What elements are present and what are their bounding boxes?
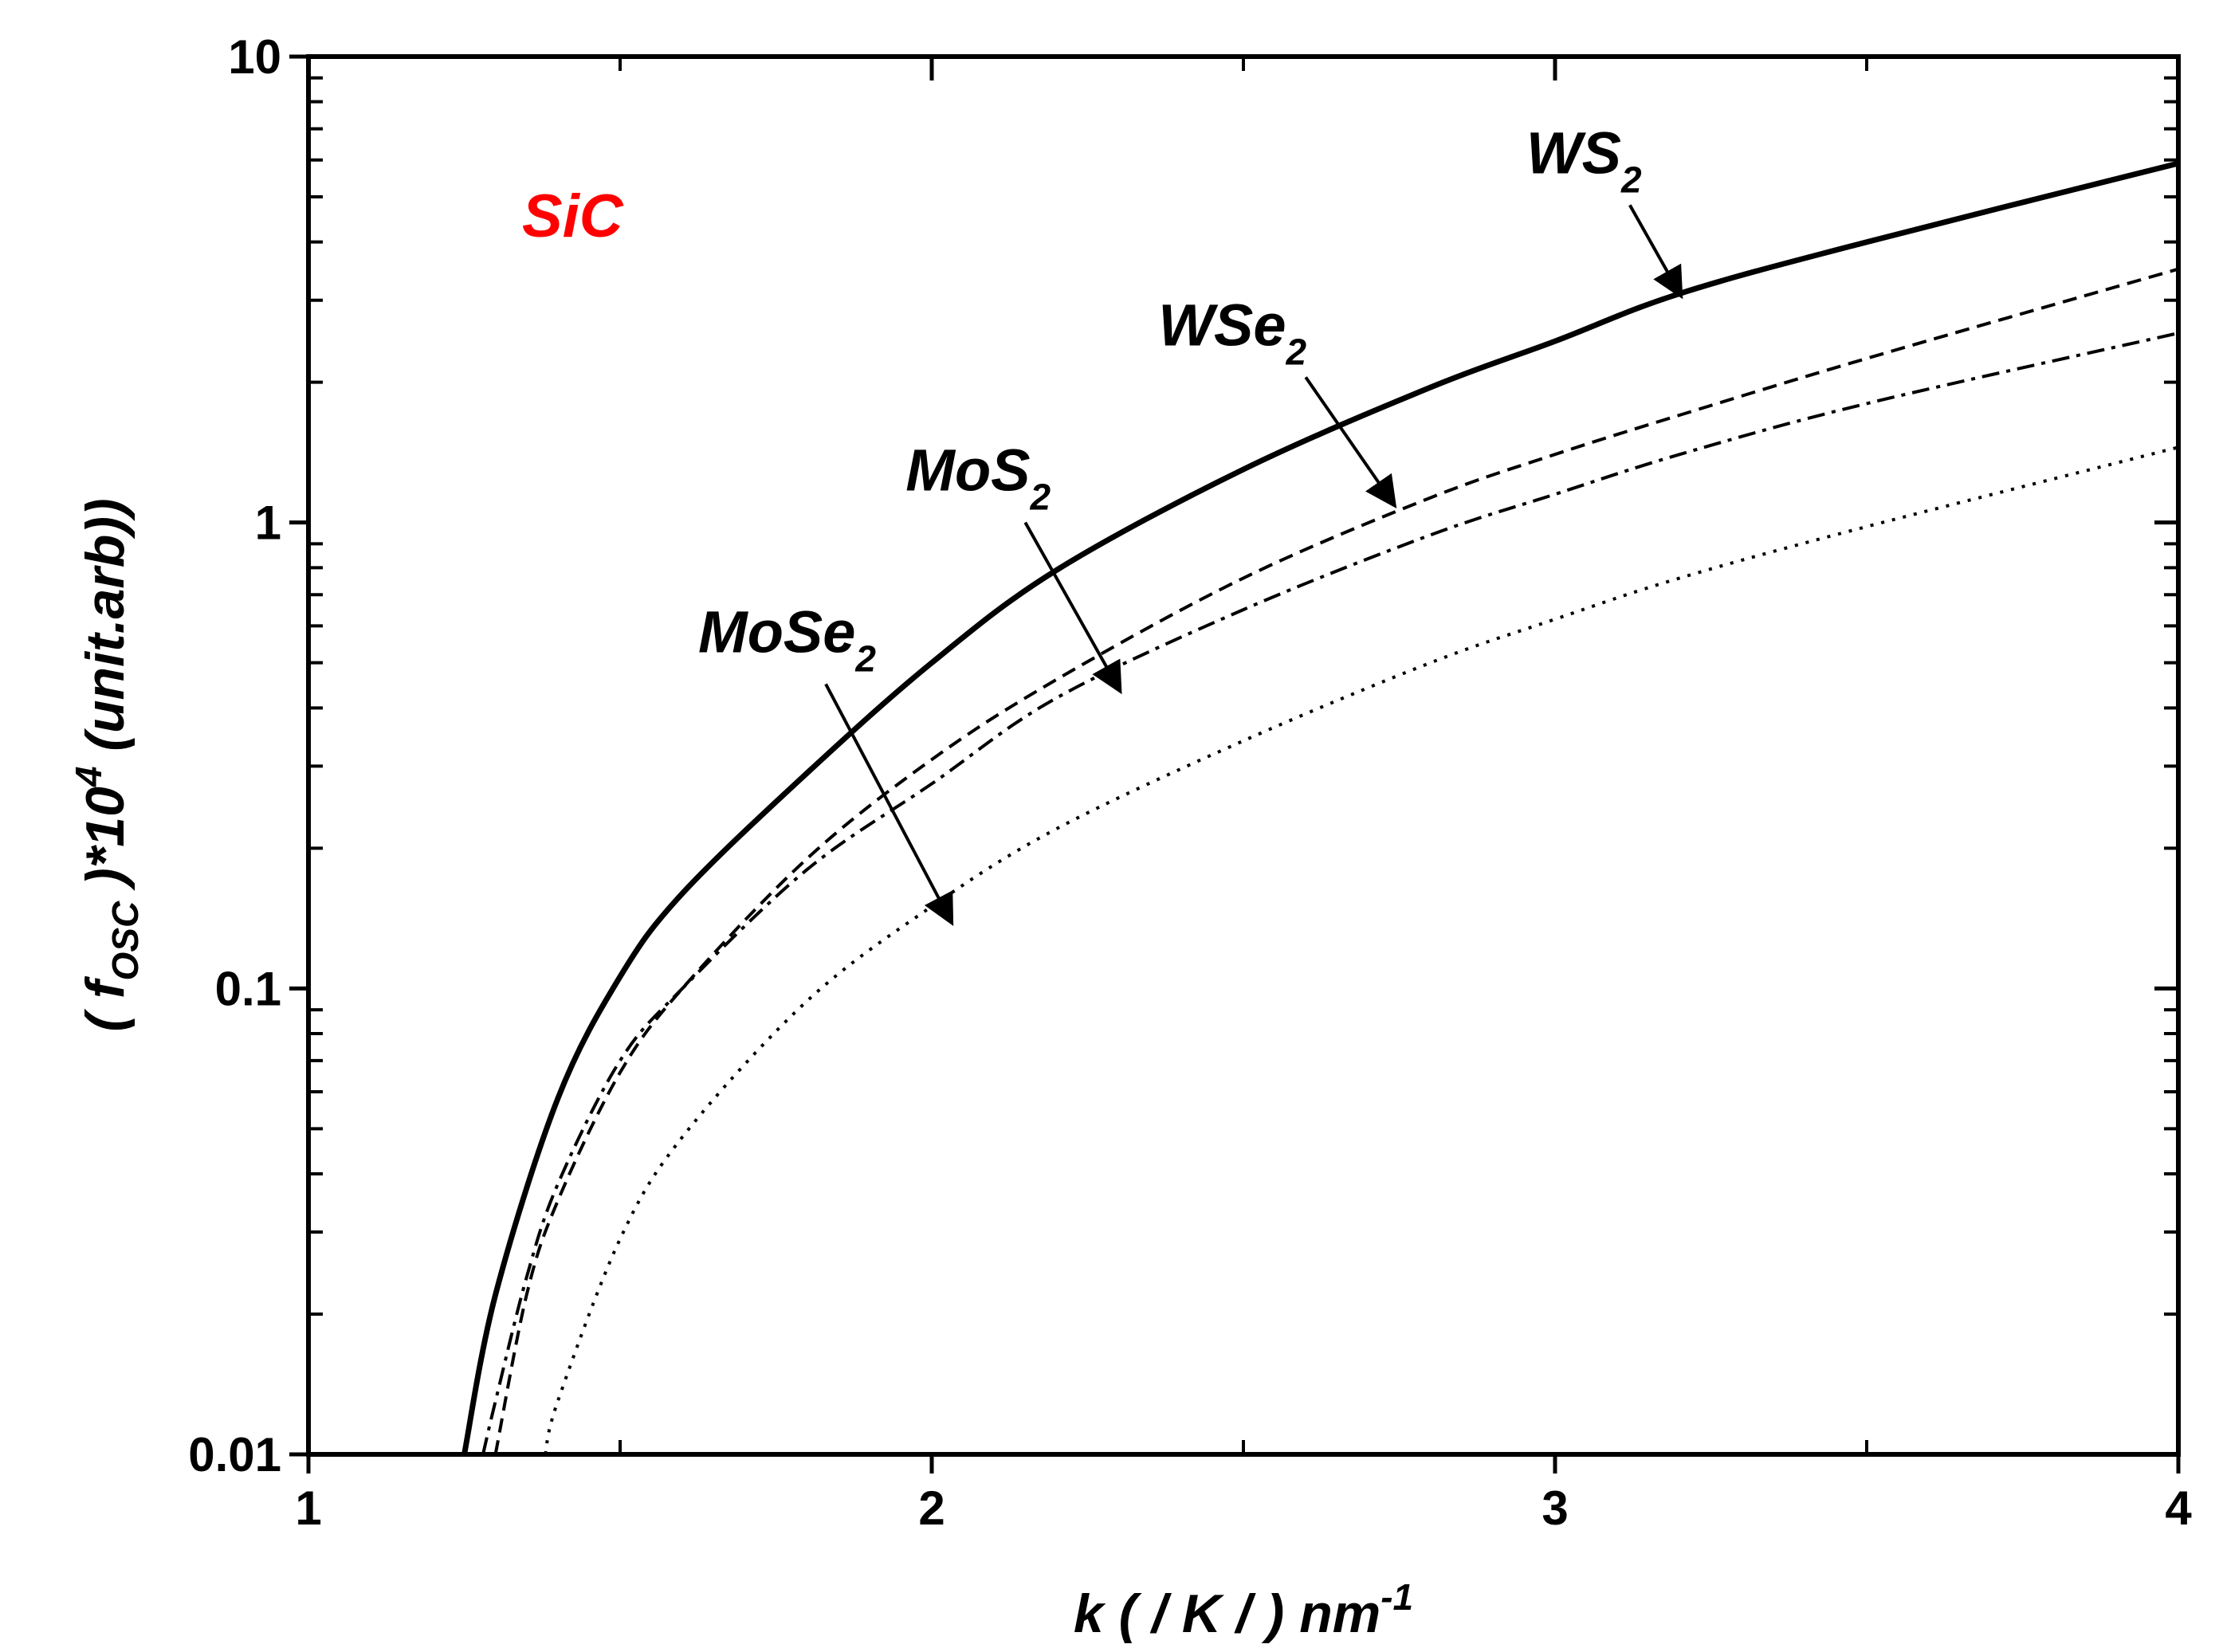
y-axis-title-rest: (unit.arb)) (75, 498, 135, 766)
annotation-label-sub: 2 (854, 638, 876, 679)
y-axis-title-sub: OSC (104, 901, 146, 980)
annotation-label-base: MoSe (698, 598, 855, 665)
inset-label: SiC (522, 182, 624, 250)
annotation-label-sub: 2 (1286, 331, 1307, 372)
y-axis-title: ( fOSC )*104 (unit.arb)) (68, 498, 146, 1031)
annotation-label-mos2: MoS2 (905, 438, 1051, 518)
annotation-label-mose2: MoSe2 (698, 598, 876, 679)
y-tick-label: 10 (228, 30, 281, 84)
annotation-label-base: WSe (1158, 292, 1286, 358)
x-axis-title-main: k ( / K / ) nm (1074, 1583, 1380, 1644)
annotation-label-base: MoS (905, 438, 1030, 504)
y-axis-title-mid: )*10 (75, 787, 135, 901)
y-tick-labels: 0.01 0.1 1 10 (188, 30, 281, 1481)
y-tick-label: 0.01 (188, 1428, 281, 1481)
annotation-arrow-mos2 (1023, 521, 1122, 695)
plot-frame (306, 54, 2181, 1457)
annotation-arrow-wse2 (1304, 376, 1397, 509)
annotation-arrow-mose2 (824, 683, 954, 926)
series-line-mose2 (544, 445, 2179, 1455)
plot-area (308, 57, 2178, 1454)
x-axis-title-sup: -1 (1380, 1576, 1413, 1618)
series-line-wse2 (493, 267, 2179, 1455)
x-axis-title: k ( / K / ) nm-1 (1074, 1576, 1413, 1644)
x-tick-label: 4 (2165, 1481, 2192, 1535)
annotation-label-sub: 2 (1030, 477, 1051, 518)
series-layer (461, 160, 2179, 1455)
x-tick-label: 1 (295, 1481, 321, 1535)
y-tick-label: 1 (255, 496, 281, 550)
y-axis-title-sup: 4 (68, 767, 109, 788)
y-axis-title-open: ( f (75, 975, 135, 1032)
annotation-label-wse2: WSe2 (1158, 292, 1306, 372)
annotation-label-sub: 2 (1620, 159, 1642, 200)
x-tick-label: 2 (918, 1481, 945, 1535)
annotation-label-ws2: WS2 (1526, 120, 1642, 200)
x-tick-labels: 1 2 3 4 (295, 1481, 2192, 1535)
series-line-mos2 (481, 332, 2179, 1455)
annotation-label-base: WS (1526, 120, 1621, 186)
x-tick-label: 3 (1542, 1481, 1568, 1535)
y-tick-label: 0.1 (215, 962, 281, 1015)
annotation-arrow-ws2 (1628, 204, 1683, 300)
series-line-ws2 (461, 160, 2179, 1455)
